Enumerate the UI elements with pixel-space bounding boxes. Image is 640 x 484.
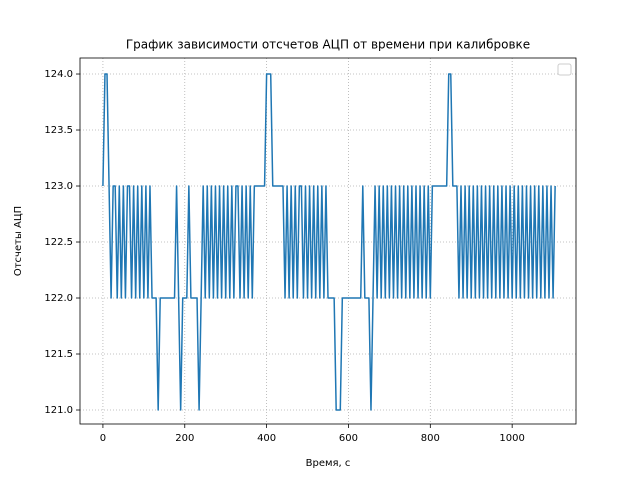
chart-title: График зависимости отсчетов АЦП от време… xyxy=(126,38,530,52)
plot-area: 0 200 400 600 800 1000 121.0 121.5 122.0 122.5 123… xyxy=(44,58,576,444)
y-tick-label: 123.0 xyxy=(44,181,73,192)
data-line xyxy=(102,73,556,411)
x-tick-label: 600 xyxy=(339,433,358,444)
y-tick-label: 122.5 xyxy=(44,237,73,248)
y-tick-label: 121.0 xyxy=(44,405,73,416)
x-tick-label: 200 xyxy=(175,433,194,444)
y-tick-label: 123.5 xyxy=(44,125,73,136)
x-tick-label: 1000 xyxy=(499,433,524,444)
legend xyxy=(557,63,572,76)
axes-frame xyxy=(79,57,577,425)
y-tick-label: 122.0 xyxy=(44,293,73,304)
x-tick-label: 800 xyxy=(421,433,440,444)
x-tick-label: 400 xyxy=(257,433,276,444)
y-axis-label: Отсчеты АЦП xyxy=(13,206,24,276)
x-axis-label: Время, с xyxy=(306,458,351,469)
x-tick-label: 0 xyxy=(100,433,106,444)
y-tick-label: 124.0 xyxy=(44,69,73,80)
y-tick-label: 121.5 xyxy=(44,349,73,360)
